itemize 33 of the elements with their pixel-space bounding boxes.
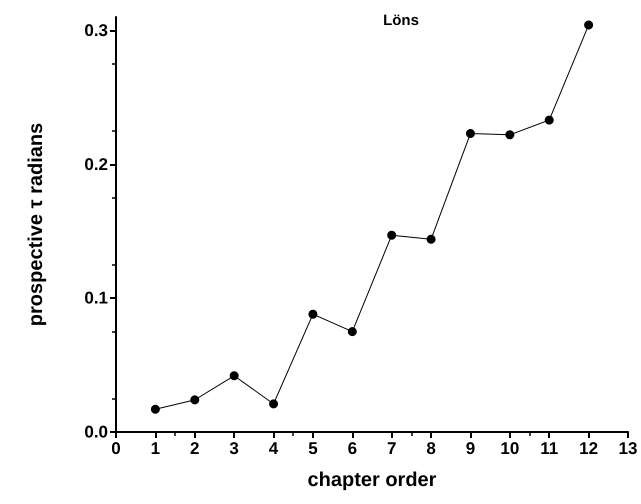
point [150, 404, 160, 414]
x-tick-label: 7 [386, 439, 396, 458]
x-tick-label: 12 [579, 439, 598, 458]
y-tick-label: 0.0 [84, 422, 108, 442]
point [505, 130, 514, 140]
point [190, 395, 200, 404]
x-tick-label: 3 [229, 439, 239, 458]
x-tick-label: 2 [190, 439, 200, 458]
point [544, 116, 554, 125]
x-tick-label: 1 [150, 439, 160, 458]
x-tick-label: 5 [308, 439, 318, 458]
x-tick-label: 9 [466, 439, 476, 458]
point [269, 399, 278, 408]
point [584, 20, 594, 30]
x-tick-label: 4 [268, 439, 279, 458]
x-tick-label: 10 [500, 439, 520, 458]
x-tick-label: 13 [618, 439, 638, 458]
x-tick-label: 8 [426, 439, 436, 458]
point [230, 371, 239, 380]
y-tick-label: 0.2 [84, 154, 108, 174]
x-tick-label: 11 [540, 439, 558, 458]
point [348, 327, 357, 336]
point [426, 234, 436, 244]
point [466, 128, 475, 138]
x-tick-label: 6 [348, 439, 358, 458]
y-tick-label: 0.3 [84, 20, 108, 40]
chart-title: Löns [383, 12, 419, 29]
x-tick-label: 0 [111, 439, 121, 458]
y-axis-title: prospective τ radians [25, 122, 47, 326]
y-tick-label: 0.1 [84, 288, 108, 308]
point [387, 230, 396, 240]
point [308, 310, 318, 319]
x-axis-title: chapter order [308, 469, 437, 491]
